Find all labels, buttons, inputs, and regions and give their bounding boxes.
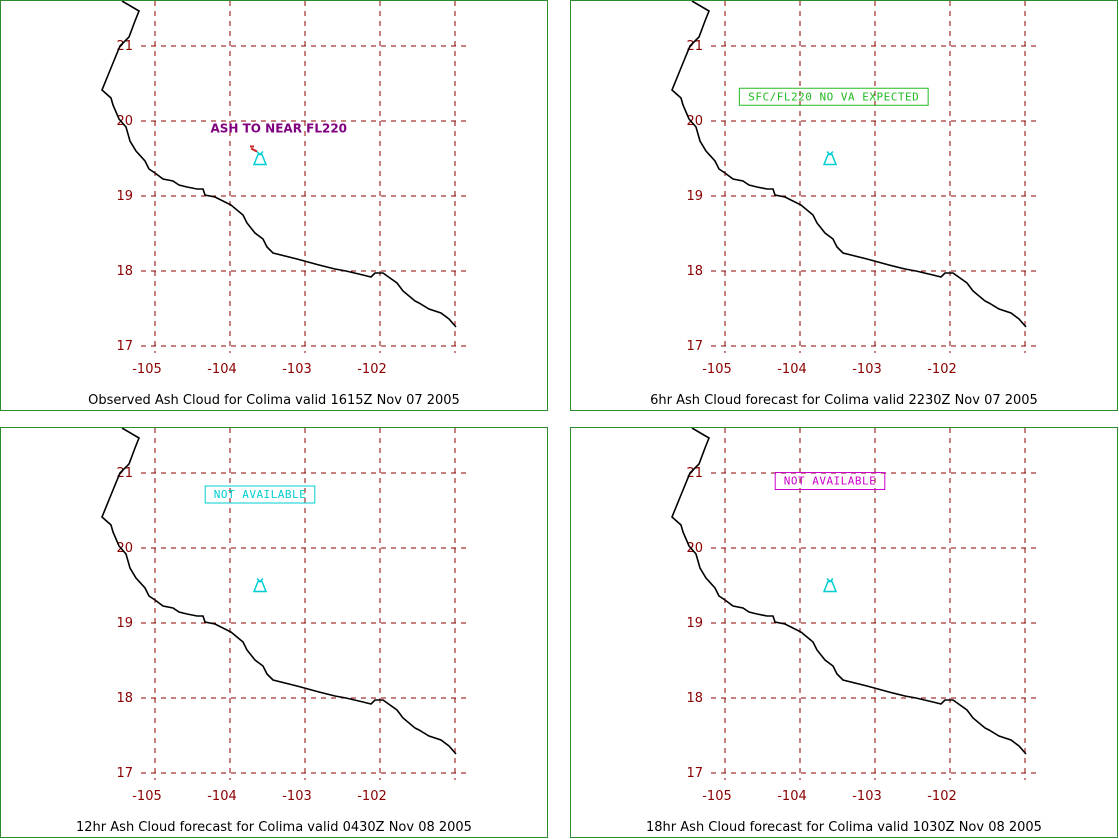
lat-tick-label: 21	[116, 39, 133, 54]
map-canvas: -105 -104 -103 -102 21 20 19 18 17 SFC/FL220 NO V…	[671, 1, 1041, 377]
lon-tick-label: -105	[702, 789, 732, 804]
panel-caption: 6hr Ash Cloud forecast for Colima valid …	[650, 393, 1038, 408]
lon-tick-label: -105	[702, 362, 732, 377]
lat-tick-label: 20	[686, 114, 703, 129]
map-canvas: -105 -104 -103 -102 21 20 19 18 17 NOT AVAILABLE	[101, 428, 471, 804]
coastline	[101, 1, 457, 328]
map-panel-18hr-forecast: -105 -104 -103 -102 21 20 19 18 17 NOT AVAILABLE …	[570, 427, 1118, 838]
lat-tick-label: 18	[686, 691, 703, 706]
lon-tick-label: -102	[927, 362, 957, 377]
annotation-box	[774, 472, 886, 490]
lat-tick-label: 19	[686, 189, 703, 204]
lat-tick-label: 17	[686, 766, 703, 781]
lat-lon-grid	[711, 1, 1041, 353]
lat-tick-label: 21	[116, 466, 133, 481]
annotation-box	[738, 87, 929, 106]
lon-tick-label: -103	[282, 789, 312, 804]
annotation-text: NOT AVAILABLE	[214, 488, 307, 501]
lon-tick-label: -104	[777, 789, 807, 804]
lon-tick-label: -102	[927, 789, 957, 804]
lat-tick-label: 18	[116, 691, 133, 706]
lon-tick-label: -103	[852, 362, 882, 377]
lat-tick-label: 17	[116, 766, 133, 781]
annotation-text: NOT AVAILABLE	[784, 475, 877, 488]
lon-tick-label: -104	[777, 362, 807, 377]
coastline	[671, 428, 1027, 755]
lat-lon-grid	[141, 428, 471, 780]
lat-tick-label: 20	[116, 114, 133, 129]
panel-caption: 18hr Ash Cloud forecast for Colima valid…	[646, 820, 1042, 835]
lon-tick-label: -104	[207, 789, 237, 804]
lat-tick-label: 19	[116, 616, 133, 631]
lat-tick-label: 17	[686, 339, 703, 354]
lat-lon-grid	[141, 1, 471, 353]
coastline	[101, 428, 457, 755]
lon-tick-label: -104	[207, 362, 237, 377]
volcano-icon	[252, 577, 268, 593]
lat-tick-label: 20	[686, 541, 703, 556]
lat-tick-label: 21	[686, 39, 703, 54]
map-panel-12hr-forecast: -105 -104 -103 -102 21 20 19 18 17 NOT AVAILABLE …	[0, 427, 548, 838]
lon-tick-label: -105	[132, 789, 162, 804]
map-panel-6hr-forecast: -105 -104 -103 -102 21 20 19 18 17 SFC/FL220 NO V…	[570, 0, 1118, 411]
annotation-text: SFC/FL220 NO VA EXPECTED	[748, 90, 919, 103]
lon-tick-label: -103	[282, 362, 312, 377]
volcano-icon	[822, 150, 838, 166]
volcano-erupting-icon	[250, 145, 268, 166]
lat-tick-label: 19	[116, 189, 133, 204]
map-canvas: -105 -104 -103 -102 21 20 19 18 17 NOT AVAILABLE	[671, 428, 1041, 804]
lat-tick-label: 18	[116, 264, 133, 279]
annotation-text: ASH TO NEAR FL220	[210, 121, 347, 135]
lon-tick-label: -102	[357, 789, 387, 804]
panel-caption: Observed Ash Cloud for Colima valid 1615…	[88, 393, 460, 408]
map-panel-observed: -105 -104 -103 -102 21 20 19 18 17 ASH TO NEAR FL…	[0, 0, 548, 411]
lat-tick-label: 17	[116, 339, 133, 354]
lon-tick-label: -103	[852, 789, 882, 804]
coastline	[671, 1, 1027, 328]
lat-tick-label: 21	[686, 466, 703, 481]
lat-tick-label: 20	[116, 541, 133, 556]
volcano-icon	[822, 577, 838, 593]
panel-caption: 12hr Ash Cloud forecast for Colima valid…	[76, 820, 472, 835]
map-canvas: -105 -104 -103 -102 21 20 19 18 17 ASH TO NEAR FL…	[101, 1, 471, 377]
lat-tick-label: 19	[686, 616, 703, 631]
lon-tick-label: -105	[132, 362, 162, 377]
annotation-box	[204, 485, 316, 504]
lat-tick-label: 18	[686, 264, 703, 279]
lon-tick-label: -102	[357, 362, 387, 377]
